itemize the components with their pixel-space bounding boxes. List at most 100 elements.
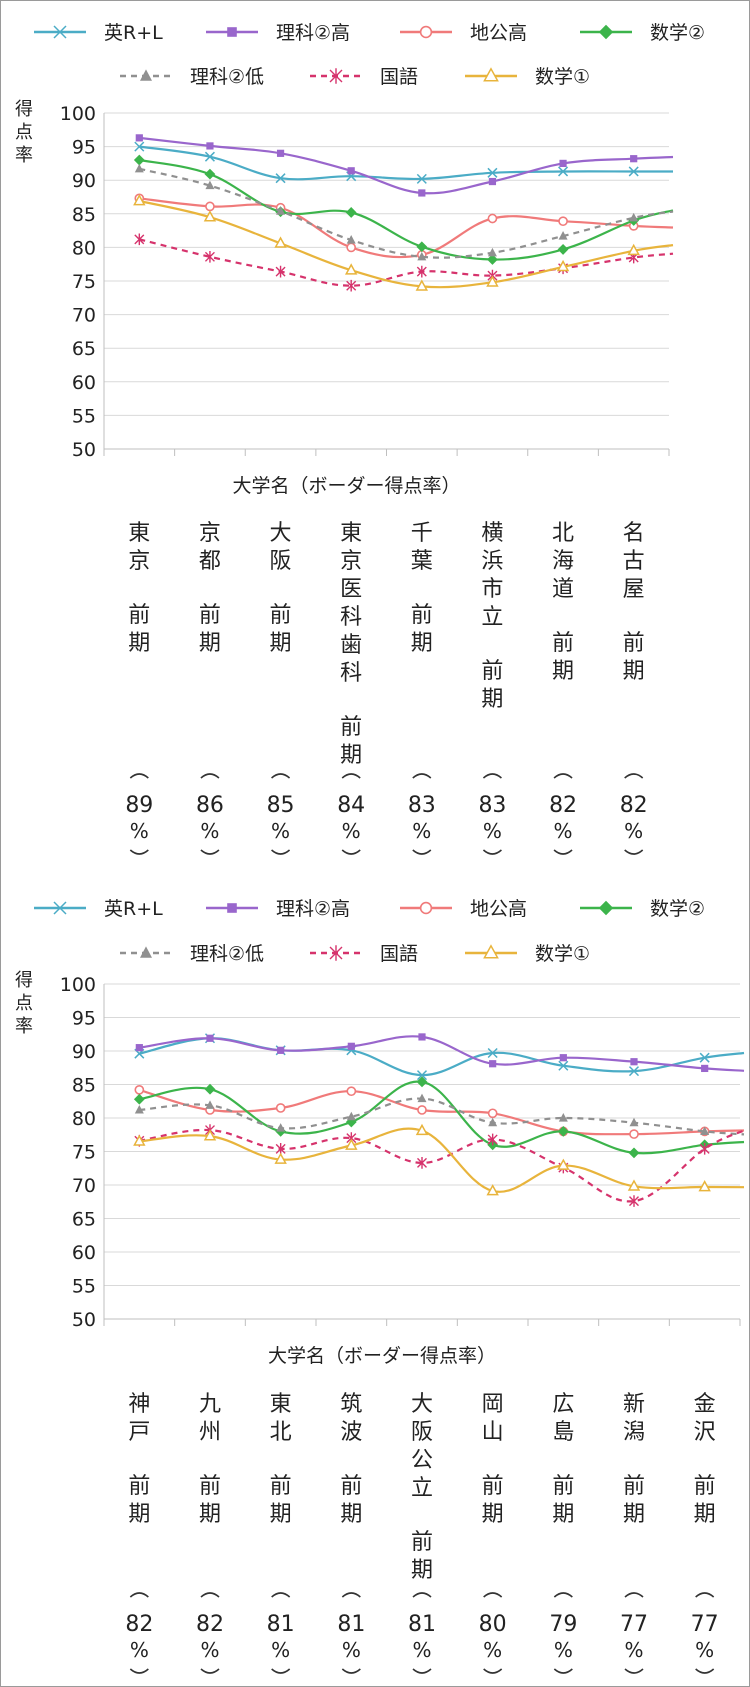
rate-percent: % [412, 819, 431, 843]
rate-paren-close [624, 849, 644, 855]
line-chart-top: 英R+L 理科②高 地公高 数学② 理科②低 国語 数学① 50 55 60 65 70 75 80 85 9… [15, 22, 705, 855]
legend-marker-icon [598, 24, 614, 40]
series-5 [134, 163, 674, 261]
data-point [275, 265, 286, 278]
category-term-char: 前 [128, 603, 150, 628]
data-point [559, 1054, 567, 1062]
category-term-char: 期 [270, 1502, 292, 1527]
category-name-char: 北 [552, 521, 574, 546]
data-point [206, 142, 214, 150]
category-rate: 81% [267, 1592, 295, 1674]
category-name-char: 科 [340, 661, 362, 686]
series-5 [134, 1093, 745, 1136]
series-line [139, 1097, 745, 1136]
category-rate: 81% [337, 1592, 365, 1674]
data-point [417, 251, 427, 261]
rate-percent: % [554, 1638, 573, 1662]
category-term-char: 前 [199, 603, 221, 628]
series-line [139, 1127, 745, 1193]
legend-item: 理科②低 [120, 943, 264, 965]
category-term-char: 期 [340, 743, 362, 768]
rate-paren-open [200, 773, 220, 779]
legend-marker-icon [227, 27, 237, 37]
data-point [134, 1105, 144, 1114]
rate-paren-open [624, 773, 644, 779]
category-term-char: 期 [128, 1502, 150, 1527]
data-point [486, 1184, 499, 1196]
category-name-char: 山 [482, 1420, 504, 1445]
category-rate: 82% [196, 1592, 224, 1674]
rate-number: 84 [337, 793, 365, 818]
data-point [416, 173, 427, 184]
category-name-char: 州 [199, 1420, 221, 1445]
data-point [628, 166, 639, 177]
y-tick-label: 50 [72, 439, 96, 461]
rate-percent: % [624, 1638, 643, 1662]
data-point [487, 1108, 498, 1119]
category-name-char: 沢 [694, 1420, 716, 1445]
category-term-char: 前 [411, 603, 433, 628]
data-point [134, 1085, 145, 1095]
data-point [629, 1129, 639, 1139]
legend-label: 数学② [650, 22, 705, 44]
y-tick-label: 65 [72, 1209, 96, 1231]
series-line [139, 1088, 745, 1136]
y-axis-label: 得点率 [15, 970, 33, 1037]
legend-label: 地公高 [470, 898, 527, 920]
y-tick-label: 55 [72, 1276, 96, 1298]
y-tick-label: 75 [72, 271, 96, 293]
data-point [628, 1066, 640, 1077]
rate-paren-close [482, 849, 502, 855]
data-point [558, 166, 569, 177]
legend-label: 理科②低 [190, 943, 264, 965]
rate-paren-open [271, 773, 291, 779]
category-rate: 80% [479, 1592, 507, 1674]
data-point [345, 1138, 358, 1150]
category-name-char: 千 [411, 521, 433, 546]
category-name-char: 公 [411, 1448, 433, 1473]
data-point [628, 1147, 640, 1159]
y-axis-label-char: 点 [15, 993, 33, 1014]
y-tick-label: 80 [72, 1108, 96, 1130]
category-name-char: 東 [340, 521, 362, 546]
category-term-char: 前 [340, 1474, 362, 1499]
y-tick-label: 60 [72, 372, 96, 394]
data-point [488, 1117, 498, 1127]
rate-paren-close [483, 1668, 503, 1674]
rate-number: 89 [125, 793, 153, 818]
y-tick-label: 70 [72, 305, 96, 327]
category-term-char: 期 [128, 631, 150, 656]
data-point [558, 231, 568, 240]
rate-percent: % [130, 1638, 149, 1662]
category-name-char: 東 [270, 1392, 292, 1417]
series-6 [134, 233, 674, 292]
legend-marker-icon [483, 944, 499, 959]
series-4 [133, 1076, 745, 1159]
y-axis-label-char: 得 [15, 970, 33, 991]
data-point [629, 1117, 639, 1127]
y-tick-label: 85 [72, 204, 96, 226]
rate-paren-close [200, 1668, 220, 1674]
legend-marker-icon [227, 903, 237, 913]
data-point [558, 216, 568, 227]
legend-marker-icon [329, 945, 343, 961]
category-term-char: 前 [128, 1474, 150, 1499]
y-tick-label: 95 [72, 1008, 96, 1030]
category-name-char: 葉 [411, 549, 433, 574]
rate-paren-open [482, 773, 502, 779]
legend-item: 理科②低 [120, 66, 264, 88]
data-point [204, 1083, 216, 1095]
legend-item: 数学② [580, 22, 705, 44]
y-tick-label: 70 [72, 1175, 96, 1197]
category-term-char: 期 [199, 631, 221, 656]
category-name-char: 潟 [623, 1420, 645, 1445]
data-point [274, 236, 287, 248]
legend-marker-icon [140, 946, 152, 958]
data-point [206, 1034, 214, 1042]
data-point [627, 243, 640, 256]
